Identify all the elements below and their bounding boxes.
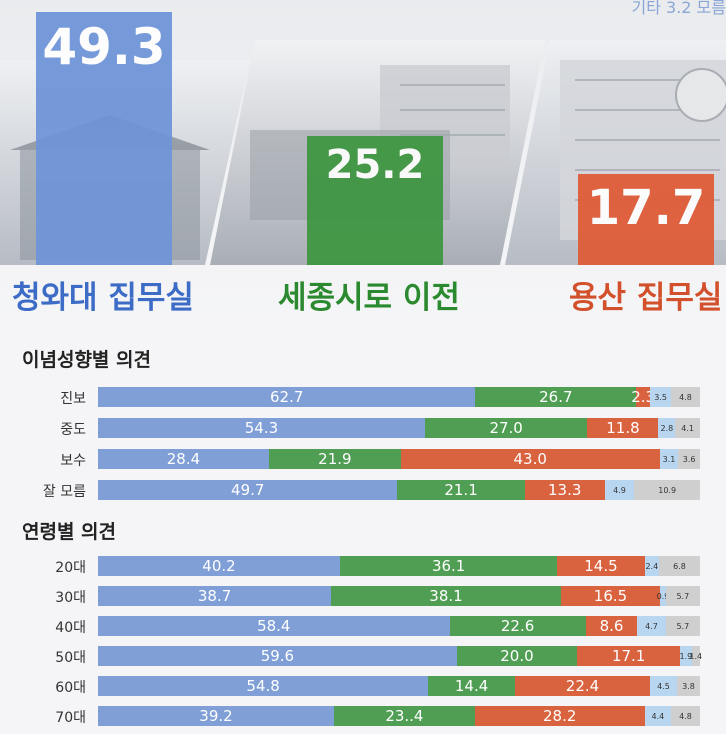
- ideology-section-title: 이념성향별 의견: [22, 349, 151, 371]
- bar-segment: 2.3: [631, 387, 656, 407]
- bar-segment: 1.4: [689, 646, 702, 666]
- bar-segment: 11.8: [587, 418, 659, 438]
- age-section-title: 연령별 의견: [22, 521, 117, 543]
- bar-segment: 58.4: [98, 616, 450, 636]
- bar-segment: 14.5: [557, 556, 645, 576]
- bar-segment: 28.4: [98, 449, 269, 469]
- bar-segment: 13.3: [524, 480, 605, 500]
- bar-segment: 20.0: [456, 646, 578, 666]
- bar-segment: 5.7: [665, 586, 700, 606]
- bar-segment: 4.1: [675, 418, 700, 438]
- hero-category-label: 청와대 집무실: [12, 280, 194, 316]
- bar-segment: 28.2: [474, 706, 645, 726]
- bar-segment: 36.1: [340, 556, 558, 576]
- bar-segment: 49.7: [98, 480, 398, 500]
- bar-segment: 3.8: [677, 676, 700, 696]
- bar-segment: 3.5: [650, 387, 672, 407]
- bar-segment: 5.7: [665, 616, 700, 636]
- top-note: 기타 3.2 모름: [631, 0, 726, 17]
- bar-segment: 16.5: [560, 586, 661, 606]
- row-category-label: 20대: [55, 560, 86, 576]
- bar-segment: 1.9: [679, 646, 692, 666]
- emblem-icon: [675, 68, 726, 122]
- bar-segment: 4.7: [637, 616, 666, 636]
- row-category-label: 잘 모름: [42, 484, 86, 500]
- row-category-label: 60대: [55, 680, 86, 696]
- bar-segment: 17.1: [577, 646, 681, 666]
- bar-segment: 27.0: [424, 418, 588, 438]
- bar-segment: 4.4: [644, 706, 672, 726]
- bar-segment: 6.8: [659, 556, 700, 576]
- bar-segment: 54.8: [98, 676, 429, 696]
- bar-segment: 10.9: [634, 480, 700, 500]
- hero-category-label: 용산 집무실: [569, 280, 723, 316]
- bar-segment: 38.1: [331, 586, 561, 606]
- row-category-label: 보수: [60, 453, 86, 469]
- bar-segment: 4.5: [649, 676, 678, 696]
- bar-segment: 23..4: [333, 706, 475, 726]
- bar-segment: 26.7: [475, 387, 637, 407]
- hero-bar-value: 25.2: [325, 141, 425, 188]
- bar-segment: 40.2: [98, 556, 340, 576]
- bar-segment: 3.6: [678, 449, 700, 469]
- hero-bar: 17.7: [578, 174, 714, 265]
- hero-bar: 49.3: [36, 12, 172, 265]
- bar-segment: 21.1: [397, 480, 525, 500]
- bar-segment: 4.8: [671, 706, 700, 726]
- bar-segment: 2.4: [644, 556, 660, 576]
- bar-segment: 38.7: [98, 586, 332, 606]
- row-category-label: 50대: [55, 650, 86, 666]
- bar-segment: 4.9: [604, 480, 635, 500]
- row-category-label: 진보: [60, 391, 86, 407]
- hero-panel: 기타 3.2 모름 49.3 25.2 17.7: [0, 0, 726, 330]
- bar-segment: 39.2: [98, 706, 334, 726]
- row-category-label: 70대: [55, 710, 86, 726]
- bar-segment: 62.7: [98, 387, 476, 407]
- hero-bar: 25.2: [307, 135, 443, 265]
- bar-segment: 22.6: [449, 616, 586, 636]
- bar-segment: 3.1: [659, 449, 679, 469]
- bar-segment: 14.4: [428, 676, 515, 696]
- bar-segment: 8.6: [585, 616, 638, 636]
- bar-segment: 54.3: [98, 418, 425, 438]
- row-category-label: 30대: [55, 590, 86, 606]
- bar-segment: 59.6: [98, 646, 457, 666]
- bar-segment: 4.8: [671, 387, 700, 407]
- row-category-label: 40대: [55, 620, 86, 636]
- bar-segment: 22.4: [515, 676, 650, 696]
- hero-bar-value: 17.7: [586, 180, 706, 237]
- bar-segment: 2.8: [658, 418, 676, 438]
- bar-segment: 21.9: [268, 449, 401, 469]
- hero-category-label: 세종시로 이전: [278, 280, 460, 316]
- bar-segment: 43.0: [400, 449, 660, 469]
- row-category-label: 중도: [60, 422, 86, 438]
- bar-segment: 0.9: [657, 586, 669, 606]
- hero-bar-value: 49.3: [42, 18, 166, 76]
